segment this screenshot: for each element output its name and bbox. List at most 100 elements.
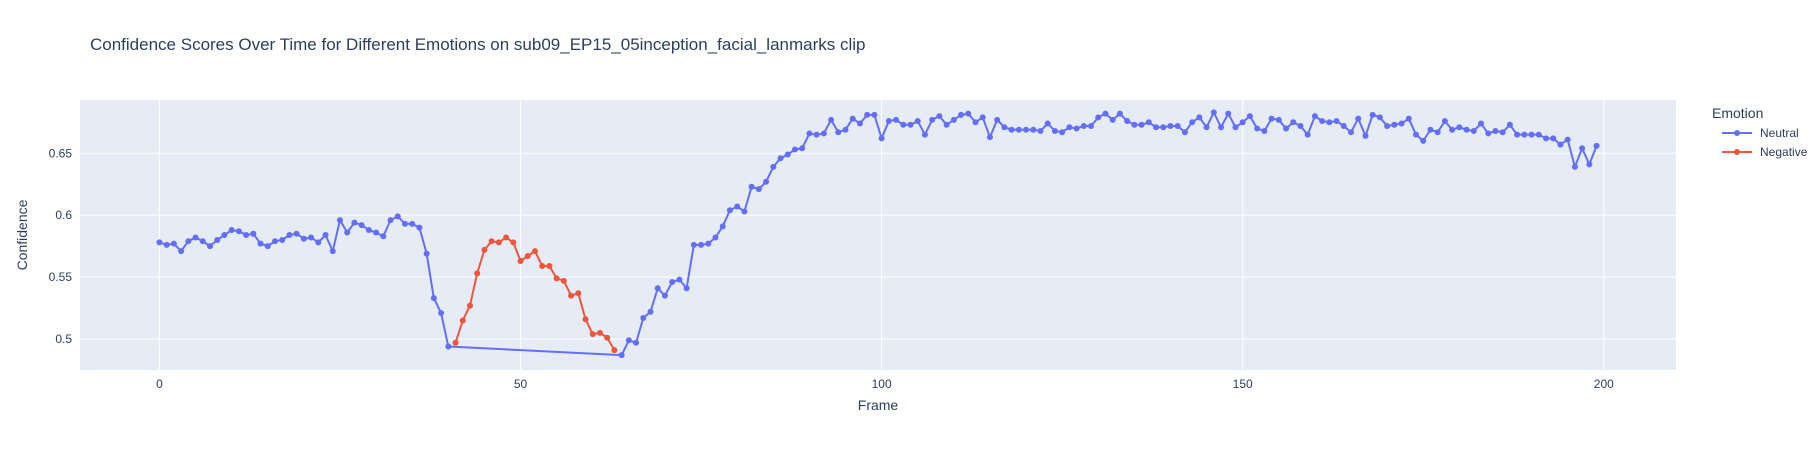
data-point-neutral [1160, 124, 1167, 131]
data-point-neutral [1441, 118, 1448, 125]
data-point-neutral [625, 337, 632, 344]
data-point-neutral [1246, 113, 1253, 120]
data-point-neutral [1116, 110, 1123, 117]
data-point-neutral [1095, 114, 1102, 121]
legend-swatch-marker [1734, 149, 1740, 155]
data-point-neutral [1535, 131, 1542, 138]
data-point-neutral [336, 217, 343, 224]
data-point-neutral [965, 110, 972, 117]
data-point-neutral [1073, 125, 1080, 132]
data-point-neutral [394, 213, 401, 220]
data-point-neutral [748, 183, 755, 190]
data-point-neutral [1449, 126, 1456, 133]
data-point-neutral [1059, 129, 1066, 136]
data-point-neutral [1232, 124, 1239, 131]
data-point-neutral [799, 145, 806, 152]
data-point-neutral [279, 236, 286, 243]
data-point-neutral [1369, 111, 1376, 118]
data-point-neutral [250, 230, 257, 237]
data-point-negative [488, 238, 495, 245]
data-point-negative [531, 248, 538, 255]
data-point-neutral [979, 114, 986, 121]
data-point-neutral [1499, 129, 1506, 136]
data-point-neutral [1593, 142, 1600, 149]
data-point-negative [589, 331, 596, 338]
legend-item-negative[interactable]: Negative [1722, 145, 1808, 159]
data-point-neutral [1008, 126, 1015, 133]
data-point-neutral [1579, 145, 1586, 152]
data-traces [156, 109, 1600, 359]
data-point-neutral [329, 248, 336, 255]
data-point-negative [553, 275, 560, 282]
data-point-neutral [1333, 118, 1340, 125]
data-point-neutral [315, 239, 322, 246]
data-point-neutral [185, 238, 192, 245]
data-point-neutral [351, 219, 358, 226]
data-point-neutral [1485, 130, 1492, 137]
data-point-neutral [835, 129, 842, 136]
data-point-negative [503, 234, 510, 241]
data-point-neutral [683, 285, 690, 292]
data-point-neutral [1261, 127, 1268, 134]
data-point-neutral [813, 131, 820, 138]
data-point-neutral [1478, 120, 1485, 127]
data-point-neutral [1470, 127, 1477, 134]
data-point-neutral [849, 115, 856, 122]
data-point-neutral [1492, 127, 1499, 134]
y-axis-label: Confidence [14, 199, 30, 270]
data-point-neutral [1348, 129, 1355, 136]
data-point-neutral [1001, 124, 1008, 131]
data-point-neutral [856, 120, 863, 127]
data-point-neutral [654, 285, 661, 292]
data-point-neutral [214, 236, 221, 243]
data-point-neutral [784, 151, 791, 158]
legend-label: Neutral [1760, 126, 1799, 140]
data-point-neutral [1189, 119, 1196, 126]
data-point-negative [466, 302, 473, 309]
data-point-neutral [423, 250, 430, 257]
data-point-neutral [1434, 129, 1441, 136]
data-point-neutral [1304, 131, 1311, 138]
data-point-neutral [416, 224, 423, 231]
data-point-neutral [1131, 121, 1138, 128]
data-point-neutral [163, 241, 170, 248]
data-point-neutral [1571, 163, 1578, 170]
data-point-neutral [264, 243, 271, 250]
data-point-neutral [221, 232, 228, 238]
data-point-neutral [1239, 119, 1246, 126]
data-point-neutral [669, 279, 676, 286]
data-point-negative [481, 246, 488, 253]
data-point-neutral [1181, 129, 1188, 136]
data-point-neutral [921, 131, 928, 138]
data-point-neutral [1297, 123, 1304, 130]
data-point-neutral [907, 121, 914, 128]
legend-item-neutral[interactable]: Neutral [1722, 126, 1799, 140]
data-point-negative [474, 270, 481, 277]
data-point-negative [575, 290, 582, 297]
data-point-negative [459, 317, 466, 324]
data-point-neutral [929, 116, 936, 123]
data-point-neutral [1340, 123, 1347, 130]
data-point-neutral [936, 113, 943, 120]
data-point-negative [524, 253, 531, 260]
data-point-neutral [712, 234, 719, 241]
data-point-neutral [1088, 123, 1095, 130]
data-point-neutral [243, 232, 250, 238]
data-point-neutral [1124, 118, 1131, 125]
data-point-neutral [1109, 116, 1116, 123]
data-point-neutral [1153, 124, 1160, 131]
data-point-neutral [676, 276, 683, 283]
data-point-neutral [293, 230, 300, 237]
data-point-neutral [1080, 123, 1087, 130]
data-point-neutral [1218, 124, 1225, 131]
data-point-neutral [864, 111, 871, 118]
data-point-negative [517, 258, 524, 265]
data-point-neutral [1557, 141, 1564, 148]
data-point-neutral [409, 220, 416, 227]
data-point-neutral [842, 126, 849, 133]
series-negative [452, 234, 618, 354]
data-point-neutral [871, 111, 878, 118]
data-point-neutral [1463, 126, 1470, 133]
data-point-neutral [885, 118, 892, 125]
data-point-neutral [430, 295, 437, 302]
